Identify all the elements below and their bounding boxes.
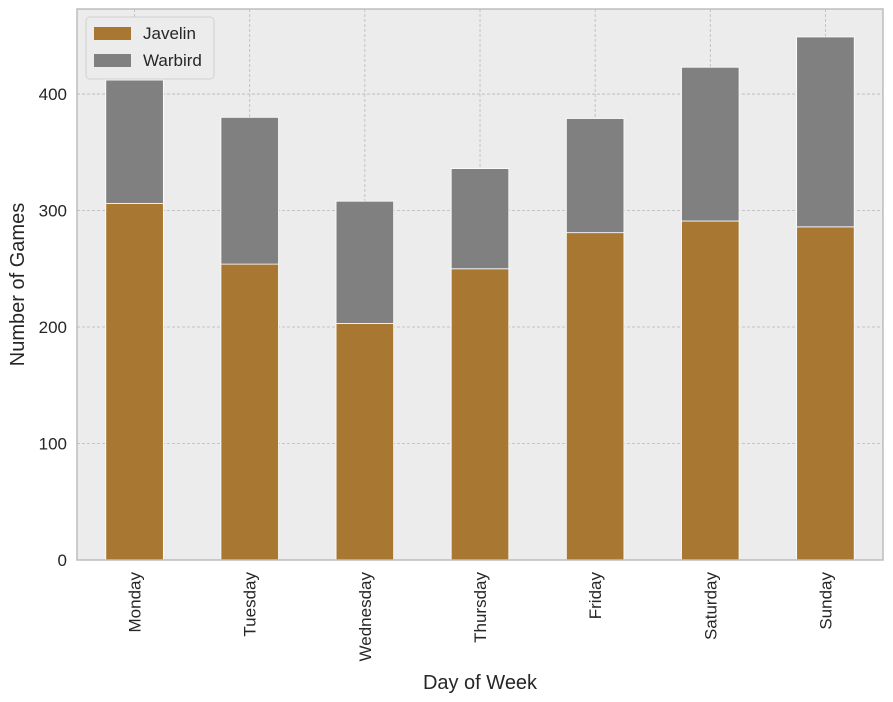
bars: [105, 36, 855, 561]
bar-warbird-thursday: [450, 168, 510, 270]
y-tick-labels: 0 100 200 300 400: [39, 85, 67, 570]
y-tick-label: 300: [39, 202, 67, 221]
y-tick-label: 0: [58, 551, 67, 570]
bar-warbird-monday: [105, 79, 164, 204]
bar-warbird-tuesday: [220, 116, 279, 265]
bar-warbird-friday: [565, 118, 625, 234]
bar-warbird-saturday: [681, 66, 740, 222]
bar-javelin-tuesday: [220, 263, 279, 561]
legend-swatch-warbird: [94, 54, 131, 67]
bar-javelin-friday: [565, 232, 625, 561]
legend-label-warbird: Warbird: [143, 51, 202, 70]
legend-swatch-javelin: [94, 27, 131, 40]
bar-javelin-monday: [105, 203, 164, 561]
x-tick-label: Saturday: [701, 572, 720, 641]
y-tick-label: 100: [39, 435, 67, 454]
x-tick-label: Wednesday: [356, 572, 375, 662]
y-axis-title: Number of Games: [7, 203, 29, 366]
x-tick-label: Friday: [586, 572, 605, 620]
bar-javelin-sunday: [796, 226, 855, 561]
legend-label-javelin: Javelin: [143, 24, 196, 43]
y-tick-label: 200: [39, 318, 67, 337]
x-tick-labels: Monday Tuesday Wednesday Thursday Friday Satu…: [126, 572, 836, 662]
x-tick-label: Sunday: [816, 572, 835, 630]
plot-frame: [76, 8, 884, 561]
y-tick-label: 400: [39, 85, 67, 104]
bar-warbird-wednesday: [335, 200, 395, 324]
x-tick-label: Monday: [126, 572, 145, 633]
x-tick-label: Tuesday: [241, 572, 260, 637]
bar-javelin-thursday: [450, 268, 510, 561]
bar-warbird-sunday: [796, 36, 855, 228]
legend: Javelin Warbird: [85, 16, 215, 80]
bar-javelin-wednesday: [335, 323, 395, 561]
x-tick-label: Thursday: [471, 572, 490, 643]
bar-javelin-saturday: [681, 220, 740, 561]
x-axis-title: Day of Week: [423, 672, 538, 694]
